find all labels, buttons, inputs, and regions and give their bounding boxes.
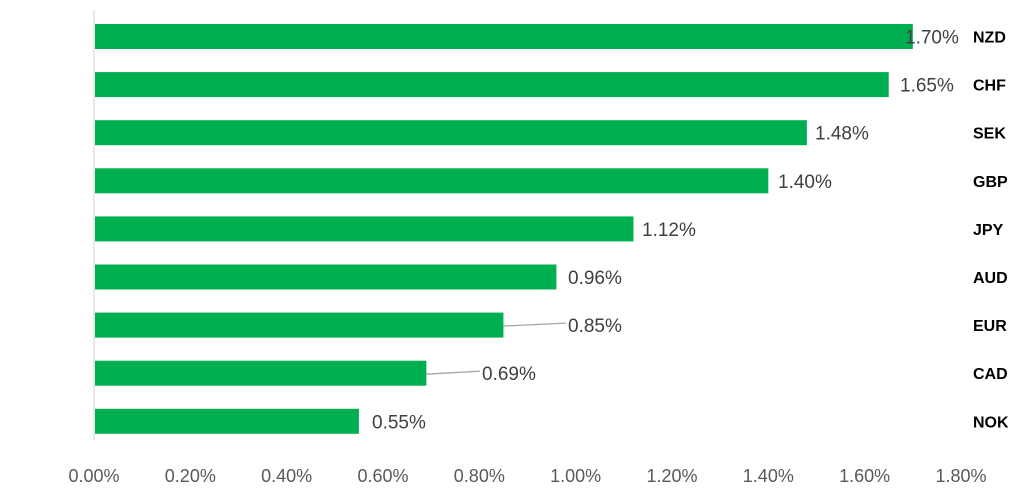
x-tick-label: 0.40%	[261, 466, 312, 486]
bar-cad	[95, 360, 427, 386]
bar-jpy	[95, 216, 634, 242]
category-label-aud: AUD	[973, 270, 1008, 287]
leader-line-cad	[426, 370, 481, 375]
data-label-cad: 0.69%	[482, 364, 536, 385]
data-label-aud: 0.96%	[568, 268, 622, 289]
leader-lines-group	[426, 322, 567, 375]
category-label-sek: SEK	[973, 126, 1006, 143]
category-label-eur: EUR	[973, 318, 1007, 335]
category-label-nok: NOK	[973, 414, 1009, 431]
x-tick-label: 1.20%	[646, 466, 697, 486]
category-label-cad: CAD	[973, 366, 1008, 383]
category-labels-group: NZD CHF SEK GBP JPY AUD EUR CAD NOK	[973, 30, 1009, 432]
category-label-jpy: JPY	[973, 222, 1004, 239]
x-tick-label: 1.80%	[935, 466, 986, 486]
bar-nok	[95, 408, 359, 434]
data-label-nzd: 1.70%	[905, 28, 959, 49]
x-tick-labels-group: 0.00% 0.20% 0.40% 0.60% 0.80% 1.00% 1.20% 1.40%…	[68, 466, 986, 486]
bar-eur	[95, 312, 504, 338]
x-tick-label: 0.80%	[454, 466, 505, 486]
category-label-nzd: NZD	[973, 30, 1006, 47]
data-labels-group: 1.70% 1.65% 1.48% 1.40% 1.12% 0.96% 0.85% 0.69%…	[372, 28, 959, 434]
category-label-gbp: GBP	[973, 174, 1008, 191]
bar-sek	[95, 120, 807, 146]
bar-gbp	[95, 168, 769, 194]
x-tick-label: 1.40%	[743, 466, 794, 486]
x-tick-label: 0.60%	[357, 466, 408, 486]
x-tick-label: 0.00%	[68, 466, 119, 486]
bar-chf	[95, 72, 889, 98]
data-label-jpy: 1.12%	[642, 220, 696, 241]
bar-nzd	[95, 24, 913, 49]
bar-aud	[95, 264, 557, 290]
data-label-eur: 0.85%	[568, 316, 622, 337]
x-tick-label: 1.60%	[839, 466, 890, 486]
data-label-gbp: 1.40%	[778, 172, 832, 193]
x-tick-label: 1.00%	[550, 466, 601, 486]
leader-line-eur	[503, 322, 567, 327]
data-label-chf: 1.65%	[900, 76, 954, 97]
data-label-nok: 0.55%	[372, 412, 426, 433]
x-tick-label: 0.20%	[165, 466, 216, 486]
bars-group	[95, 24, 913, 434]
category-label-chf: CHF	[973, 78, 1006, 95]
data-label-sek: 1.48%	[815, 124, 869, 145]
